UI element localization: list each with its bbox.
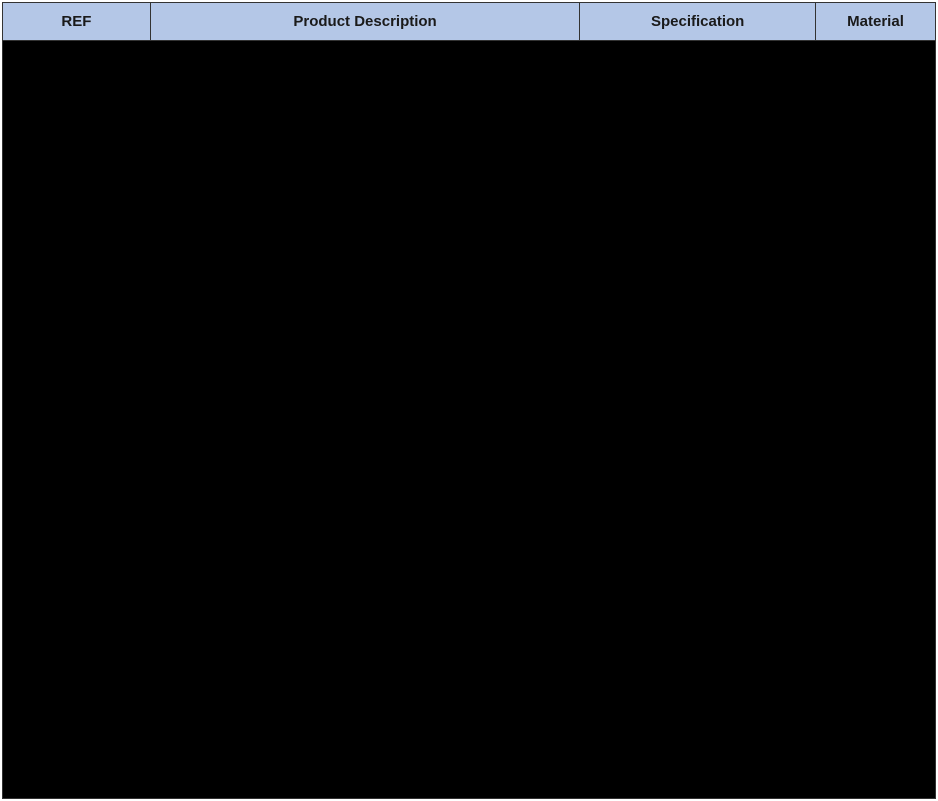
column-header-spec: Specification bbox=[580, 3, 816, 41]
product-table: REF Product Description Specification Ma… bbox=[2, 2, 936, 41]
table-header-row: REF Product Description Specification Ma… bbox=[3, 3, 936, 41]
table-body-block bbox=[2, 41, 936, 799]
column-header-material: Material bbox=[816, 3, 936, 41]
column-header-description: Product Description bbox=[150, 3, 579, 41]
column-header-ref: REF bbox=[3, 3, 151, 41]
